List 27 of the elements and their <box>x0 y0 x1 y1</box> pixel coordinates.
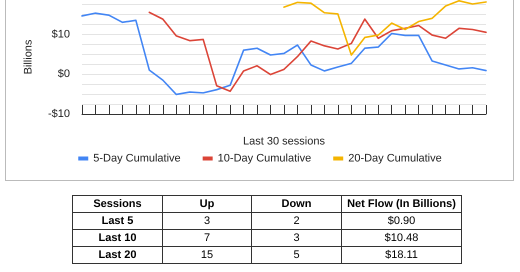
x-axis-title: Last 30 sessions <box>243 136 326 148</box>
text: $0.90 <box>388 215 416 227</box>
text: 2 <box>293 215 300 227</box>
y-tick-label: $0 <box>58 68 70 80</box>
text: 3 <box>204 215 210 227</box>
category-label: Last 5 <box>102 215 134 227</box>
legend-label: 20-Day Cumulative <box>348 152 442 164</box>
category-label: Net Flow (In Billions) <box>342 196 462 212</box>
text: $10.48 <box>384 232 418 244</box>
line-series <box>283 0 487 56</box>
line-series <box>81 12 487 96</box>
text: $18.11 <box>385 249 418 261</box>
text: 3 <box>293 232 300 244</box>
y-axis-title: Billions <box>22 39 34 74</box>
text: 5 <box>293 249 300 261</box>
text: 15 <box>200 249 214 261</box>
text: Sessions <box>72 196 162 212</box>
category-label: Down <box>252 196 342 212</box>
text: 7 <box>204 232 210 244</box>
legend-label: 10-Day Cumulative <box>218 152 312 164</box>
category-label: Last 10 <box>98 232 136 244</box>
category-label: Last 20 <box>98 249 136 261</box>
y-tick-label: $10 <box>52 28 70 40</box>
y-tick-label: -$10 <box>48 108 70 120</box>
category-label: Up <box>162 196 252 212</box>
legend-label: 5-Day Cumulative <box>93 152 181 164</box>
line-series <box>148 12 487 92</box>
